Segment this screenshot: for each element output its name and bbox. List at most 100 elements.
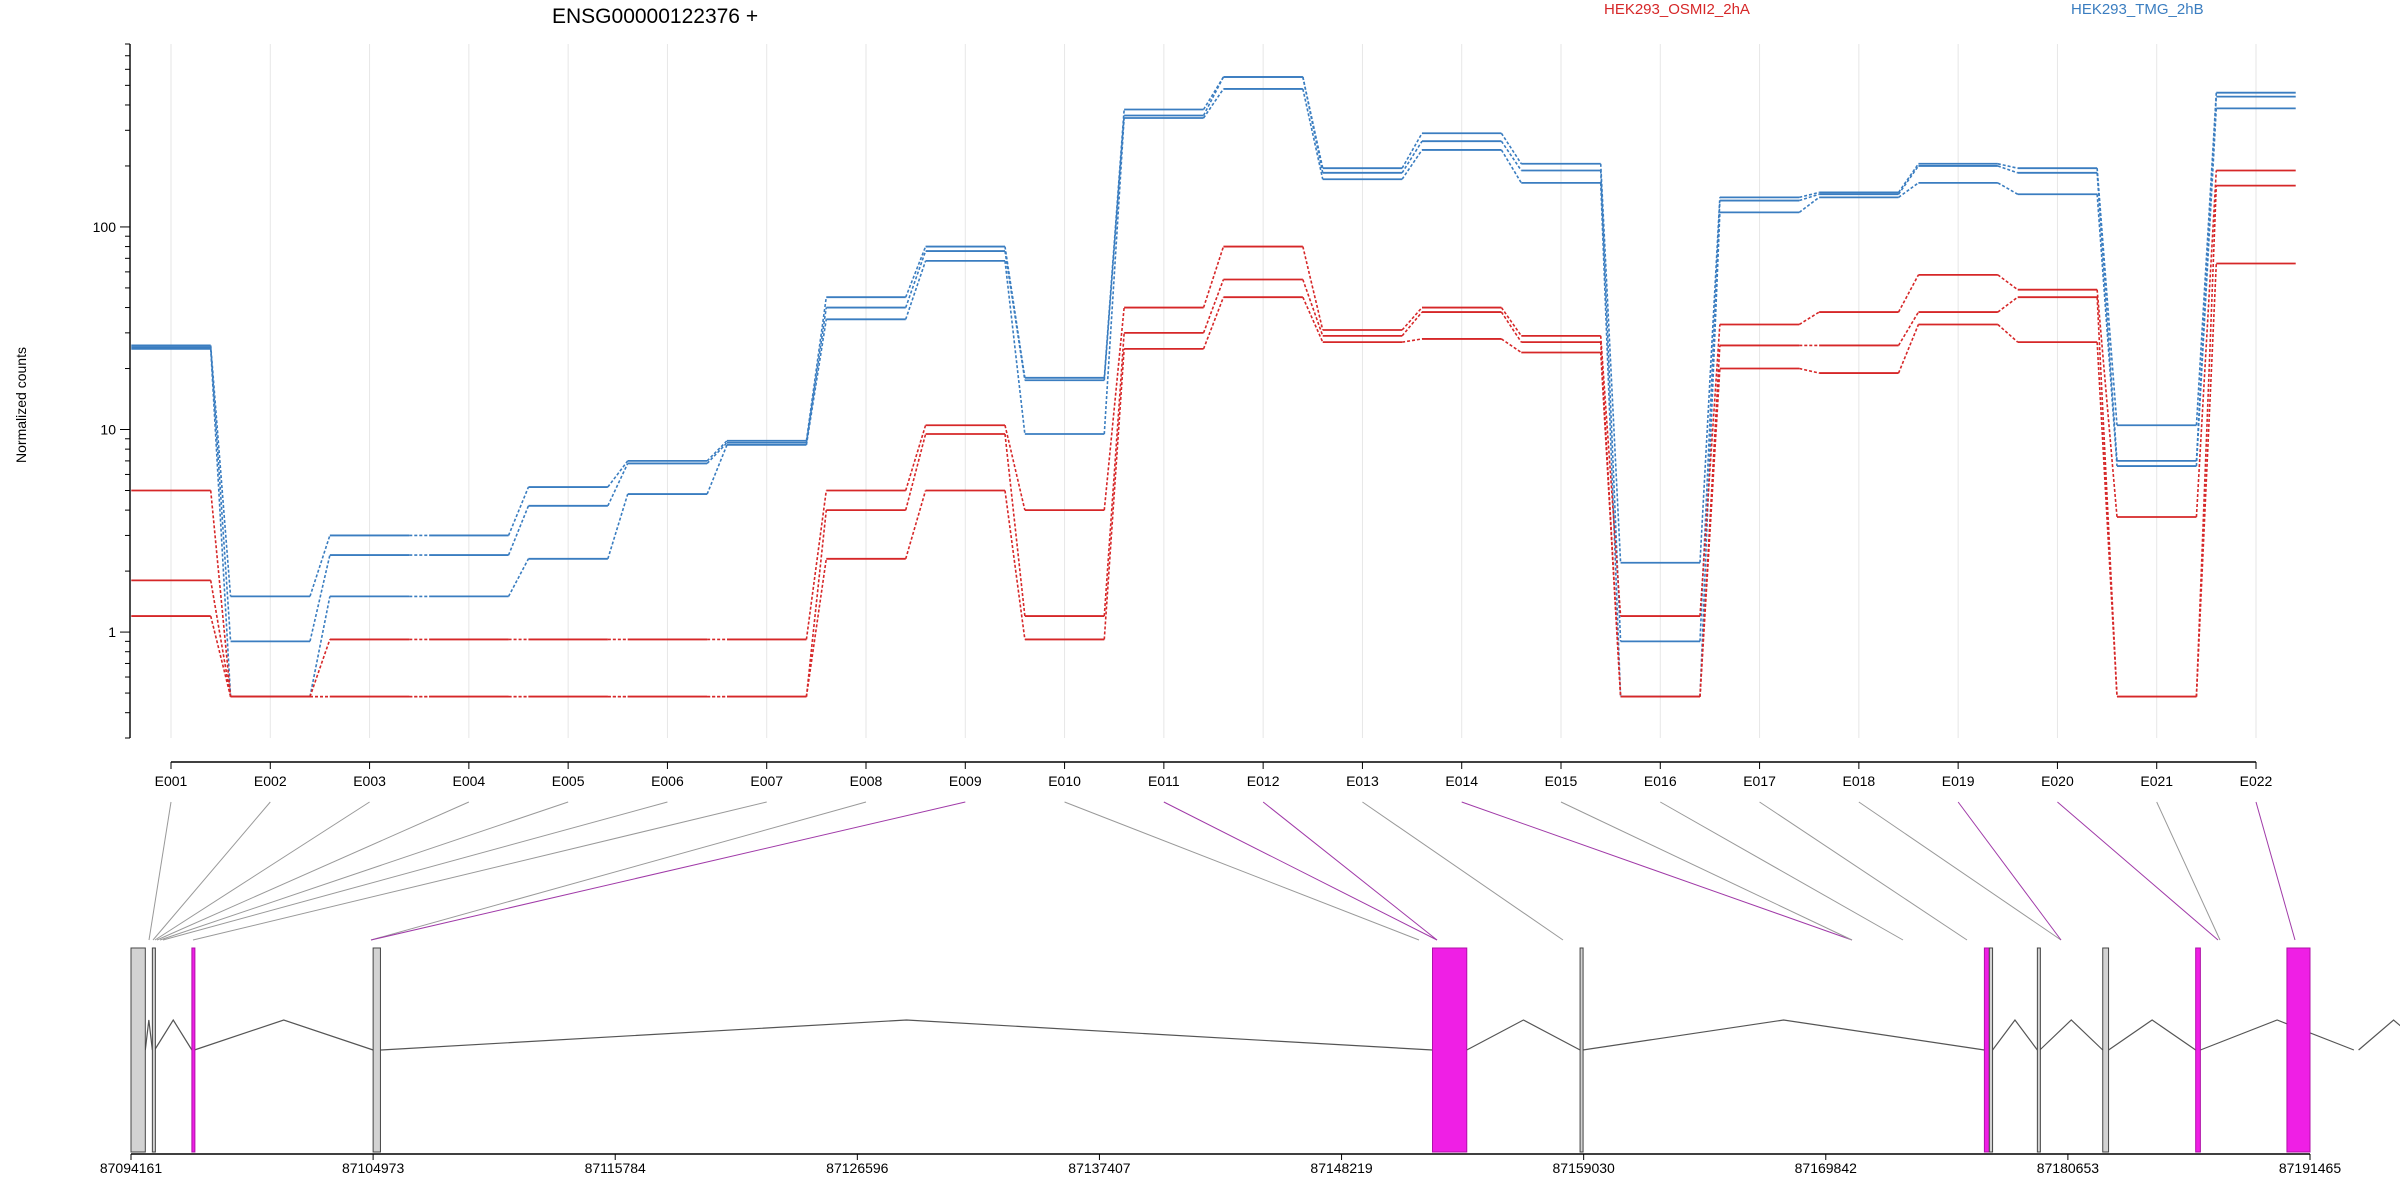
series-connector [2096,289,2118,518]
connector-e019 [1957,801,2062,941]
series-connector [1103,332,1125,617]
series-connector [209,347,232,642]
series-connector [1004,250,1026,381]
genomic-tick-label: 87137407 [1068,1160,1131,1176]
intron-line [1992,1018,2038,1051]
connector-e004 [156,801,470,941]
connector-e020 [2057,801,2219,941]
exon-block-highlighted [191,947,196,1153]
connector-e010 [1064,801,1420,941]
x-tick-label-e007: E007 [750,773,783,789]
series-6 [131,262,2296,698]
x-axis: E001 E002 E003 E004 E005 E006 E007 E008 E009 E010… [155,761,2273,789]
connector-e001 [148,801,172,941]
x-tick-label-e016: E016 [1644,773,1677,789]
genomic-tick-label: 87126596 [826,1160,889,1176]
series-connector [1500,311,1522,343]
series-connector [1997,296,2019,313]
series-connector [1997,165,2018,174]
series-connector [1500,338,1522,354]
x-tick-label-e008: E008 [850,773,883,789]
genomic-tick-label: 87169842 [1795,1160,1858,1176]
series-connector [1004,490,1026,640]
series-connector [1699,197,1721,563]
connector-e021 [2156,801,2221,941]
series-connector [209,348,232,697]
exon-block [1579,947,1584,1153]
series-connector [1599,335,1622,617]
series-connector [1798,311,1820,326]
series-connector [507,558,530,597]
series-connector [1302,296,1324,343]
connector-e018 [1858,801,2062,941]
series-connector [805,510,828,697]
series-connector [805,319,828,445]
x-tick-label-e003: E003 [353,773,386,789]
legend-label-tmg: HEK293_TMG_2hB [2071,1,2204,18]
series-connector [1202,246,1225,308]
intron-line [1582,1019,1985,1051]
genomic-tick-label: 87094161 [100,1160,163,1176]
series-connector [1401,307,1423,331]
y-axis-label: Normalized counts [13,347,29,463]
exon-block [372,947,381,1153]
series-connector [1401,140,1423,174]
x-tick-label-e018: E018 [1843,773,1876,789]
y-axis: 1 10 100 [93,43,131,739]
connector-e011 [1163,801,1438,941]
series-connector [1997,274,2019,291]
series-connector [1500,140,1522,171]
series-connector [209,490,232,697]
x-tick-label-e002: E002 [254,773,287,789]
series-connector [2096,194,2118,467]
exon-block [130,947,146,1153]
series-connector [805,297,828,441]
genomic-tick-label: 87104973 [342,1160,405,1176]
series-connector [209,615,232,697]
series-connector [1997,323,2019,343]
y-tick-label: 1 [108,624,116,640]
intron-line [154,1018,193,1051]
x-tick-label-e015: E015 [1545,773,1578,789]
series-connector [607,493,629,560]
series-connector [706,442,728,464]
x-tick-label-e006: E006 [651,773,684,789]
exon-block-highlighted [1432,947,1468,1153]
connector-e015 [1560,801,1853,941]
gene-model [130,947,2400,1153]
series-connector [1897,165,1920,195]
series-connector [1500,307,1522,337]
series-connector [607,460,629,488]
series-4 [131,169,2296,698]
x-tick-label-e014: E014 [1445,773,1478,789]
series-connector [1897,163,1920,193]
connector-e003 [154,801,370,941]
series-connector [1202,296,1225,350]
exon-block [2036,947,2041,1153]
series-connector [1401,311,1423,337]
series-connector [904,424,927,491]
x-tick-label-e011: E011 [1148,773,1180,789]
x-tick-label-e004: E004 [453,773,486,789]
series-connector [1402,338,1423,343]
series-connector [1599,352,1622,697]
genomic-tick-label: 87191465 [2279,1160,2342,1176]
connector-e007 [192,801,767,941]
y-tick-label: 100 [93,219,117,235]
exon-connectors [148,801,2296,941]
series-connector [1798,196,1820,214]
connector-e012 [1262,801,1438,941]
series-connector [1401,132,1423,169]
series-connector [1302,88,1324,180]
series-connector [1500,149,1522,184]
series-connector [1202,279,1225,334]
series-connector [507,505,530,556]
series-connector [2096,168,2118,426]
exon-block [2102,947,2110,1153]
connector-e006 [162,801,668,941]
intron-line [194,1019,374,1051]
series-connector [2195,170,2218,518]
connector-e005 [159,801,569,941]
gridlines [170,44,2257,738]
